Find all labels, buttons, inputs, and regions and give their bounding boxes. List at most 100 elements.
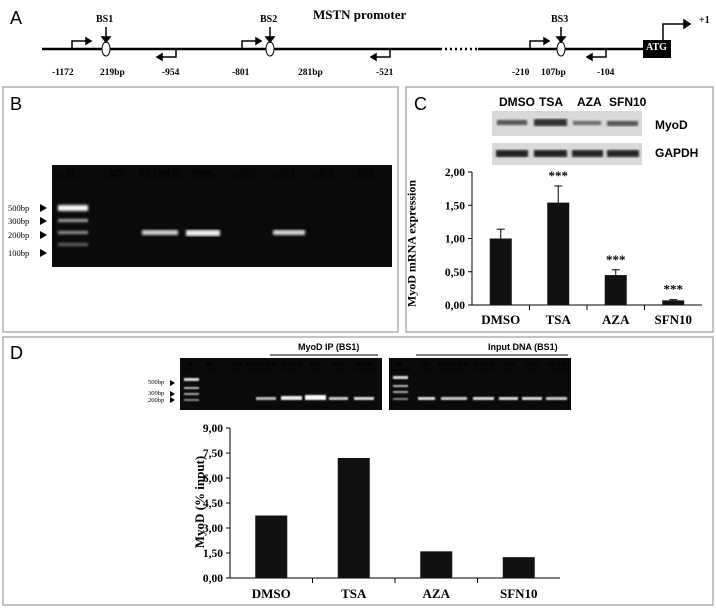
gel-d-right-lane-label: SFN10 — [548, 361, 567, 368]
forward-primers — [71, 36, 551, 50]
category-label: TSA — [546, 312, 572, 327]
y-tick-label: 9,00 — [203, 423, 223, 435]
fragment-label: 107bp — [541, 68, 566, 78]
position-label: -210 — [512, 68, 530, 78]
gel-b-lane-label: BS2 — [319, 166, 334, 176]
y-tick-label: 0,00 — [203, 573, 223, 585]
chip-gel-d-right — [389, 358, 571, 410]
gel-b-lane-label: BS1 — [280, 166, 295, 176]
panel-letter-b: B — [10, 94, 23, 114]
blot-c-lane-label: AZA — [577, 95, 602, 109]
panel-letter-c: C — [414, 94, 427, 114]
gel-d-left-lane-label: RNA pol II — [246, 361, 277, 368]
panel-letter-d: D — [10, 343, 23, 363]
gel-d-right-lane-label: RNA pol II — [438, 361, 469, 368]
gel-b-lane-label: BF — [240, 166, 251, 176]
gel-d-right-title: Input DNA (BS1) — [488, 342, 558, 352]
promoter-diagram — [42, 18, 692, 62]
bar — [489, 238, 512, 305]
gel-b-lane-label: IgG — [109, 166, 124, 176]
atg-box — [643, 40, 671, 58]
bar — [502, 557, 535, 578]
category-label: DMSO — [481, 312, 520, 327]
site-label-bs1: BS1 — [96, 14, 114, 25]
blot-c-gapdh-bands — [496, 150, 639, 157]
fragment-label: 281bp — [298, 68, 323, 78]
panel-letter-a: A — [10, 8, 23, 28]
category-label: SFN10 — [654, 312, 692, 327]
blot-c-lane-label: DMSO — [499, 95, 535, 109]
gel-d-left-lane-label: SFN10 — [354, 361, 373, 368]
gel-b-lane-label: BS3 — [358, 166, 373, 176]
gel-d-marker-label: 200bp — [148, 397, 165, 404]
y-tick-label: 1,50 — [445, 200, 465, 212]
gel-d-marker-label: 300bp — [148, 390, 165, 397]
gel-b-marker-label: 200bp — [8, 230, 30, 240]
y-tick-label: 4,50 — [203, 498, 223, 510]
y-tick-label: 1,50 — [203, 548, 223, 560]
chip-gel-d-left — [180, 358, 382, 410]
gel-d-left-title: MyoD IP (BS1) — [298, 342, 360, 352]
panel-d-frame — [2, 336, 714, 606]
significance-label: *** — [606, 252, 626, 267]
position-label: -801 — [232, 68, 250, 78]
gel-b-marker-arrows — [40, 204, 47, 257]
y-tick-label: 6,00 — [203, 473, 223, 485]
gel-b-marker-label: 100bp — [8, 248, 30, 258]
gel-b-marker-label: 500bp — [8, 203, 30, 213]
blot-c-myod-bands — [497, 119, 638, 126]
bar — [337, 458, 370, 578]
gel-d-right-lane-label: AZA — [525, 361, 539, 368]
tss-arrow — [662, 18, 692, 40]
significance-label: *** — [664, 282, 684, 297]
gel-d-right-bands — [393, 376, 567, 400]
gel-d-right-lane-label: TSA — [503, 361, 516, 368]
reverse-primers — [155, 48, 607, 62]
chart-d-plot: 0,00 1,50 3,00 4,50 6,00 7,50 9,00 DMSO TSA AZA SF… — [203, 423, 560, 601]
gel-d-right-lane-label: DMSO — [474, 361, 494, 368]
y-tick-label: 3,00 — [203, 523, 223, 535]
gel-d-marker-arrows — [170, 380, 175, 403]
gel-d-left-lane-label: TSA — [309, 361, 322, 368]
gel-d-left-lane-label: BF — [206, 361, 215, 368]
bar — [604, 275, 627, 305]
gel-d-right-lane-label: IgG — [421, 361, 432, 368]
chip-gel-b — [52, 165, 392, 267]
position-label: -954 — [162, 68, 180, 78]
tss-label: +1 — [699, 15, 710, 26]
gel-b-marker-lane — [58, 205, 88, 246]
category-label: AZA — [602, 312, 630, 327]
bar — [662, 300, 685, 305]
gel-d-left-bands — [184, 378, 374, 401]
site-label-bs3: BS3 — [551, 14, 569, 25]
fragment-label: 219bp — [100, 68, 125, 78]
bar — [255, 515, 288, 578]
gel-d-left-lane-label: IgG — [231, 361, 242, 368]
category-label: SFN10 — [500, 586, 538, 601]
gel-d-right-lane-label: M — [396, 361, 403, 368]
gel-d-marker-label: 500bp — [148, 379, 165, 386]
chart-d-ylabel: MyoD (% input) — [192, 455, 207, 549]
site-label-bs2: BS2 — [260, 14, 278, 25]
gel-d-left-lane-label: AZA — [332, 361, 346, 368]
blot-c-lane-label: SFN10 — [609, 95, 647, 109]
chart-c-plot: 0,00 0,50 1,00 1,50 2,00 DMSO *** TSA *** AZA *** S… — [445, 167, 702, 327]
category-label: AZA — [423, 586, 451, 601]
gel-b-lane-label: M — [66, 166, 75, 176]
atg-label: ATG — [646, 42, 667, 53]
y-tick-label: 0,00 — [445, 300, 465, 312]
gel-b-lane-label: RNA pol II — [139, 166, 180, 176]
blot-c-band-label: MyoD — [655, 118, 688, 132]
bar — [420, 551, 453, 578]
gel-d-left-lane-label: M — [187, 361, 194, 368]
gel-d-left-lane-label: DMSO — [282, 361, 302, 368]
y-tick-label: 2,00 — [445, 167, 465, 179]
y-tick-label: 0,50 — [445, 267, 465, 279]
promoter-title: MSTN promoter — [313, 7, 407, 22]
